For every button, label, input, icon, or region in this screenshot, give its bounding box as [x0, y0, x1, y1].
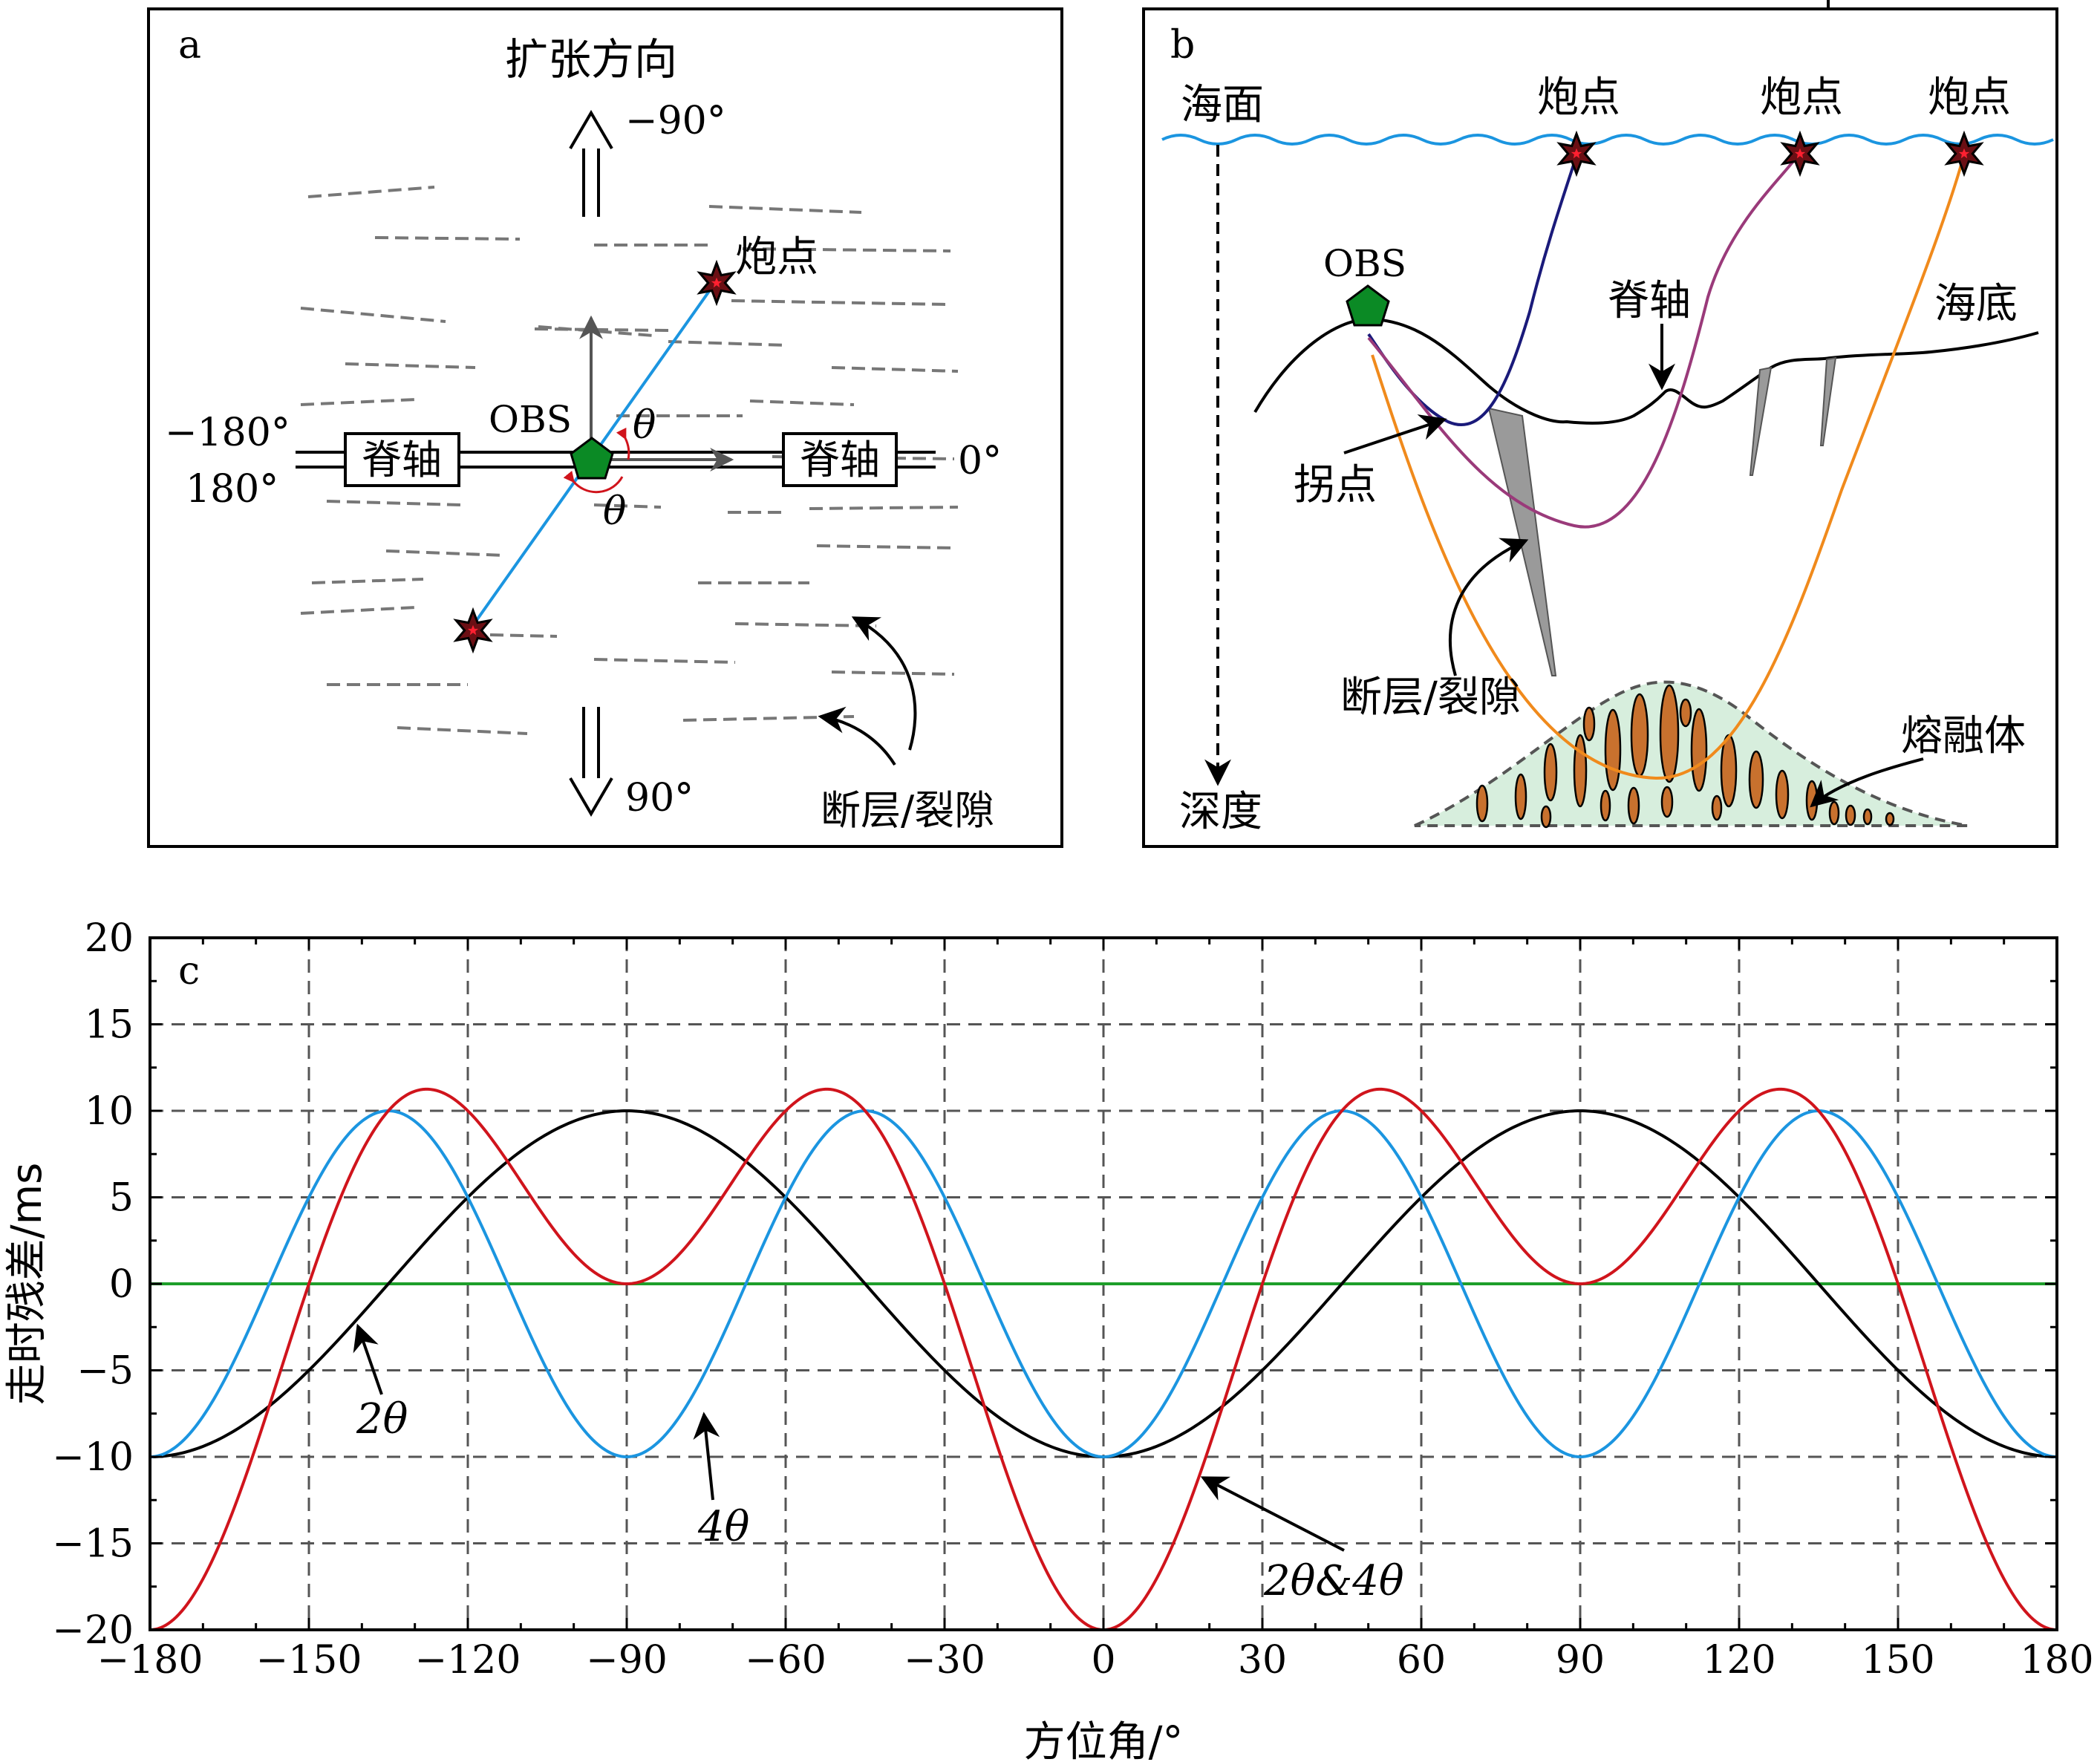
- faults-pointer-b: [1449, 538, 1529, 676]
- fault-wedge-2: [1749, 366, 1773, 476]
- panel-a-label: a: [178, 23, 201, 68]
- x-tick-label: 150: [1861, 1638, 1934, 1683]
- x-tick-label: 180: [2020, 1638, 2093, 1683]
- deg-minus-90: −90°: [625, 99, 726, 143]
- ray-far: [1371, 154, 1966, 780]
- chart-y-tick-labels: −20 −15 −10 −5 0 5 10 15 20: [52, 916, 134, 1653]
- x-tick-label: −180: [97, 1638, 203, 1683]
- y-tick-label: 0: [109, 1262, 134, 1307]
- sea-surface-label: 海面: [1181, 81, 1264, 129]
- x-tick-label: −120: [415, 1638, 521, 1683]
- x-tick-label: −60: [745, 1638, 826, 1683]
- spreading-direction-label: 扩张方向: [505, 34, 677, 85]
- panel-a-frame: [147, 7, 1063, 848]
- chart-y-axis-label: 走时残差/ms: [3, 1163, 51, 1406]
- chart-x-tick-labels: −180 −150 −120 −90 −60 −30 0 30 60 90 120 150 180: [97, 1638, 2094, 1683]
- x-tick-label: 60: [1397, 1638, 1446, 1683]
- panel-b: b 海: [1142, 0, 2058, 848]
- y-tick-label: −10: [52, 1435, 134, 1480]
- ridge-axis-box-left: [344, 432, 460, 487]
- fault-pointer-2: [818, 706, 896, 766]
- panel-a: a 扩张方向: [147, 7, 1063, 848]
- faults-label-a: 断层/裂隙: [821, 787, 994, 834]
- ray-near: [1367, 155, 1578, 427]
- x-tick-label: −150: [256, 1638, 362, 1683]
- obs-marker-b: [1346, 284, 1390, 327]
- shot-star-b-1: [1558, 132, 1595, 175]
- chart-panel-label: c: [178, 949, 200, 993]
- y-tick-label: −15: [52, 1522, 134, 1567]
- theta-arc-bottom: [563, 470, 624, 494]
- faults-label-b: 断层/裂隙: [1340, 673, 1521, 722]
- melt-ellipses: [1475, 684, 1895, 829]
- melt-pointer: [1810, 757, 1924, 808]
- shot-label-b-3: 炮点: [1928, 74, 2011, 122]
- y-tick-label: 5: [109, 1176, 134, 1221]
- ridge-axis-box-right: [782, 432, 898, 487]
- panel-c: −180 −150 −120 −90 −60 −30 0 30 60 90 120 150 180 −2…: [3, 916, 2094, 1762]
- ray-mid: [1367, 153, 1800, 529]
- obs-label-b: OBS: [1323, 242, 1406, 285]
- x-tick-label: −30: [904, 1638, 985, 1683]
- fault-wedge-3: [1819, 356, 1837, 446]
- spreading-arrow-up: [569, 110, 613, 217]
- series-line-4θ: [149, 1109, 2058, 1459]
- x-tick-label: 0: [1091, 1638, 1115, 1683]
- y-tick-label: −20: [52, 1608, 134, 1653]
- melt-label: 熔融体: [1901, 712, 2026, 760]
- x-tick-label: 120: [1702, 1638, 1775, 1683]
- shot-label-b-2: 炮点: [1760, 74, 1843, 122]
- chart-x-axis-label: 方位角/°: [1024, 1718, 1184, 1762]
- theta-label-bottom: θ: [603, 489, 626, 534]
- sea-surface-line: [1161, 134, 2054, 146]
- theta-label-top: θ: [633, 403, 656, 448]
- theta-arc-top: [616, 427, 630, 460]
- obs-marker-a: [570, 437, 614, 480]
- x-tick-label: 30: [1238, 1638, 1287, 1683]
- deg-90: 90°: [625, 776, 694, 820]
- seafloor-label: 海底: [1934, 280, 2018, 328]
- ridge-axis-label-b: 脊轴: [1608, 277, 1691, 325]
- y-tick-label: −5: [76, 1349, 134, 1394]
- x-tick-label: 90: [1556, 1638, 1605, 1683]
- annot-combined: 2θ&4θ: [1263, 1557, 1404, 1605]
- x-tick-label: −90: [586, 1638, 668, 1683]
- annot-2theta: 2θ: [356, 1395, 408, 1443]
- deg-minus-180: −180°: [165, 411, 290, 455]
- spreading-arrow-down: [569, 707, 613, 817]
- y-tick-label: 10: [85, 1089, 134, 1134]
- panel-b-label: b: [1170, 23, 1195, 68]
- ridge-axis-label-left: 脊轴: [362, 437, 442, 483]
- annot-4theta-arrow: [693, 1412, 720, 1501]
- y-tick-label: 20: [85, 916, 134, 961]
- obs-label-a: OBS: [489, 398, 572, 441]
- fault-pointer-1: [851, 616, 917, 751]
- ridge-axis-label-right: 脊轴: [800, 437, 880, 483]
- deg-0: 0°: [958, 439, 1002, 483]
- turning-point-pointer: [1343, 414, 1447, 454]
- shot-star-a-bottom: [454, 609, 492, 652]
- annot-combined-arrow: [1200, 1476, 1345, 1552]
- seafloor-line: [1253, 317, 2039, 425]
- annot-2theta-arrow: [353, 1323, 383, 1395]
- depth-label: 深度: [1179, 788, 1262, 836]
- chart-ticks: [149, 936, 2058, 1631]
- y-tick-label: 15: [85, 1003, 134, 1048]
- shot-point-label-a: 炮点: [735, 233, 818, 281]
- turning-point-label: 拐点: [1294, 461, 1377, 509]
- shot-label-b-1: 炮点: [1537, 74, 1620, 122]
- panel-b-frame: [1142, 7, 2058, 848]
- annot-4theta: 4θ: [697, 1503, 749, 1551]
- deg-180: 180°: [186, 467, 278, 512]
